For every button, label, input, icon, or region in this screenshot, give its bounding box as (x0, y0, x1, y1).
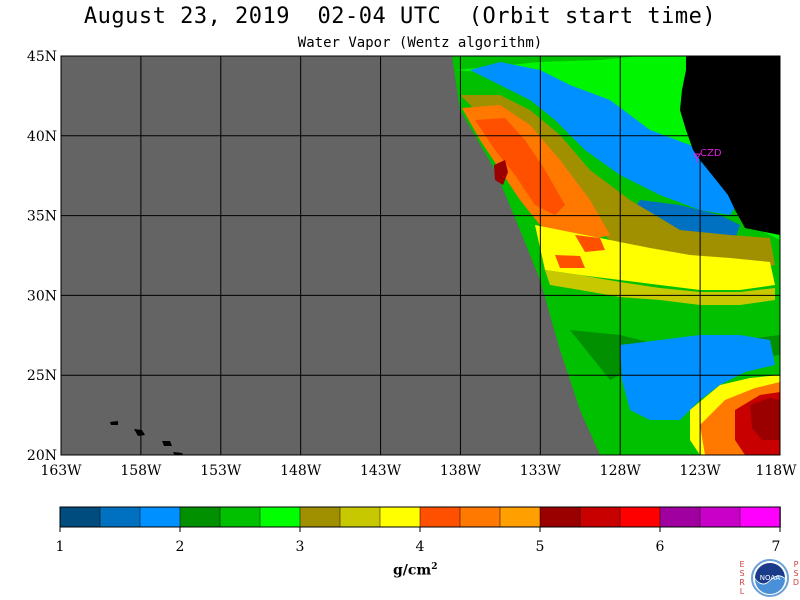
colorbar-swatch (339, 506, 381, 528)
blue-band-deep (630, 200, 740, 240)
colorbar-label: 7 (772, 539, 781, 555)
colorbar-label: 6 (656, 539, 665, 555)
colorbar-swatch (379, 506, 421, 528)
lon-label: 138W (440, 463, 482, 479)
colorbar-swatch (579, 506, 621, 528)
latitude-labels: 45N 40N 35N 30N 25N 20N (27, 49, 57, 464)
lat-label: 45N (27, 49, 57, 65)
colorbar-swatch (739, 506, 781, 528)
orange-patch-2 (555, 255, 585, 268)
colorbar-swatch (219, 506, 261, 528)
lat-label: 40N (27, 129, 57, 145)
lon-label: 118W (755, 463, 797, 479)
yellow-green-band (545, 270, 775, 305)
colorbar-label: 5 (536, 539, 545, 555)
station-icon (693, 153, 701, 160)
colorbar-swatch (99, 506, 141, 528)
longitude-labels: 163W 158W 153W 148W 143W 138W 133W 128W 123W 118W (40, 463, 797, 479)
colorbar-swatch (619, 506, 661, 528)
hawaii-island-1 (110, 421, 118, 425)
lon-label: 153W (200, 463, 242, 479)
lat-lon-grid (61, 56, 780, 455)
lon-label: 143W (360, 463, 402, 479)
lon-label: 128W (600, 463, 642, 479)
colorbar-swatch (499, 506, 541, 528)
colorbar-swatch (59, 506, 101, 528)
hawaii-island-2 (134, 429, 145, 436)
dark-red-spot (494, 160, 508, 185)
station-label: CZD (700, 148, 722, 159)
colorbar-swatch (299, 506, 341, 528)
orange-patch (575, 235, 605, 252)
colorbar (59, 506, 781, 528)
noaa-emblem-icon: NOAA (751, 559, 789, 597)
colorbar-ticks (59, 527, 781, 532)
lat-label: 30N (27, 288, 57, 304)
lat-label: 35N (27, 209, 57, 225)
south-dark-red (750, 398, 780, 440)
lat-label: 20N (27, 448, 57, 464)
colorbar-swatch (179, 506, 221, 528)
colorbar-label: 1 (56, 539, 65, 555)
lon-label: 148W (280, 463, 322, 479)
blue-band-south (620, 335, 775, 420)
lon-label: 123W (680, 463, 722, 479)
map-title: August 23, 2019 02-04 UTC (Orbit start t… (83, 4, 717, 29)
units-label: g/cm2 (393, 562, 438, 579)
lon-label: 158W (120, 463, 162, 479)
orange-inner (475, 118, 565, 215)
lon-label: 163W (40, 463, 82, 479)
svg-text:NOAA: NOAA (760, 574, 781, 582)
map-subtitle: Water Vapor (Wentz algorithm) (297, 35, 543, 51)
colorbar-swatch (699, 506, 741, 528)
map-frame (60, 55, 781, 456)
colorbar-label: 4 (416, 539, 425, 555)
station-marker: CZD (693, 148, 722, 163)
colorbar-swatch (139, 506, 181, 528)
colorbar-label: 3 (296, 539, 305, 555)
hawaii-island-3 (162, 441, 172, 446)
colorbar-swatch (459, 506, 501, 528)
hawaii-island-4 (173, 452, 184, 455)
colorbar-swatch (659, 506, 701, 528)
blue-band-north (470, 62, 740, 215)
land-coast (680, 56, 780, 235)
colorbar-swatch (539, 506, 581, 528)
colorbar-label: 2 (176, 539, 185, 555)
lat-label: 25N (27, 368, 57, 384)
lon-label: 133W (520, 463, 562, 479)
colorbar-swatch (259, 506, 301, 528)
colorbar-swatch (419, 506, 461, 528)
colorbar-labels: 1 2 3 4 5 6 7 (56, 539, 781, 555)
